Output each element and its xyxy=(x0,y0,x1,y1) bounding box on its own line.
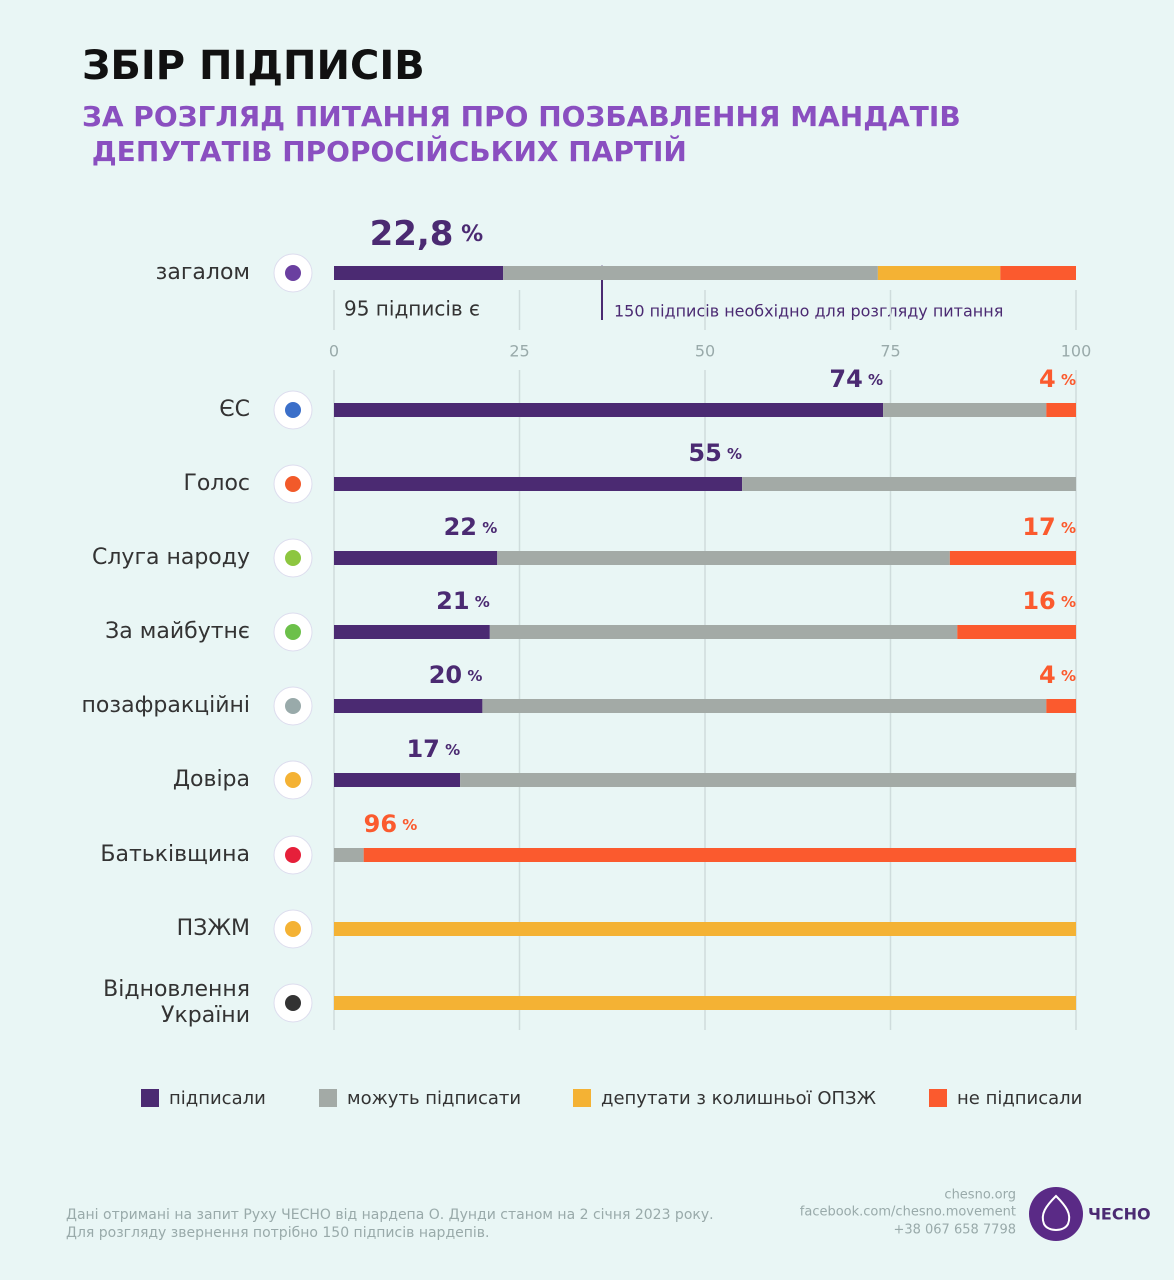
bar-segment xyxy=(334,996,1076,1010)
bar-segment xyxy=(334,551,498,565)
value-label: 20 % xyxy=(429,661,483,689)
bar-segment xyxy=(334,625,490,639)
value-label: 4 % xyxy=(1039,661,1076,689)
bar-segment xyxy=(1000,266,1076,280)
party-icon-mark xyxy=(285,624,301,640)
bar-segment xyxy=(497,551,950,565)
bar-segment xyxy=(883,403,1047,417)
annotation: 150 підписів необхідно для розгляду пита… xyxy=(614,302,1003,321)
category-label: ЄС xyxy=(219,397,250,422)
bar-segment xyxy=(460,773,1076,787)
party-icon-mark xyxy=(285,550,301,566)
x-tick-label: 0 xyxy=(329,342,339,361)
contact: +38 067 658 7798 xyxy=(893,1223,1016,1238)
bar-segment xyxy=(363,848,1076,862)
party-icon-mark xyxy=(285,921,301,937)
contact: chesno.org xyxy=(944,1188,1016,1203)
x-tick-label: 100 xyxy=(1061,342,1092,361)
bar-segment xyxy=(334,266,504,280)
value-label: 17 % xyxy=(406,735,460,763)
logo-text: ЧЕСНО xyxy=(1088,1205,1151,1224)
category-label: Батьківщина xyxy=(100,842,250,867)
logo-icon xyxy=(1041,1194,1071,1231)
x-tick-label: 75 xyxy=(880,342,900,361)
value-label: 74 % xyxy=(829,365,883,393)
bar-segment xyxy=(334,403,884,417)
category-label: Слуга народу xyxy=(92,545,250,570)
bar-segment xyxy=(957,625,1076,639)
contact: facebook.com/chesno.movement xyxy=(800,1205,1016,1220)
bar-segment xyxy=(949,551,1076,565)
bar-segment xyxy=(1046,699,1076,713)
footer-note: Для розгляду звернення потрібно 150 підп… xyxy=(66,1225,489,1241)
category-label: Голос xyxy=(184,471,251,496)
party-icon-mark xyxy=(285,402,301,418)
bar-segment xyxy=(334,477,743,491)
category-label: Довіра xyxy=(173,767,250,792)
party-icon-mark xyxy=(285,847,301,863)
footer-note: Дані отримані на запит Руху ЧЕСНО від на… xyxy=(66,1207,714,1223)
category-label: Відновлення України xyxy=(103,977,250,1028)
value-label: 4 % xyxy=(1039,365,1076,393)
chart-title: ЗБІР ПІДПИСІВ xyxy=(82,43,425,89)
legend-label: депутати з колишньої ОПЗЖ xyxy=(601,1088,877,1109)
logo-circle xyxy=(1029,1187,1083,1241)
value-label: 96 % xyxy=(364,810,418,838)
value-label: 21 % xyxy=(436,587,490,615)
category-label: За майбутнє xyxy=(105,619,250,644)
value-label: 22,8 % xyxy=(370,214,484,254)
legend-label: підписали xyxy=(169,1088,266,1109)
bar-segment xyxy=(503,266,878,280)
value-label: 22 % xyxy=(444,513,498,541)
value-label: 16 % xyxy=(1022,587,1076,615)
x-tick-label: 25 xyxy=(509,342,529,361)
value-label: 17 % xyxy=(1022,513,1076,541)
party-icon-mark xyxy=(285,995,301,1011)
party-icon-mark xyxy=(285,698,301,714)
bar-segment xyxy=(334,848,364,862)
chart-subtitle: ЗА РОЗГЛЯД ПИТАННЯ ПРО ПОЗБАВЛЕННЯ МАНДА… xyxy=(82,100,961,168)
legend-label: можуть підписати xyxy=(347,1088,521,1109)
annotation: 95 підписів є xyxy=(344,297,480,321)
legend-swatch xyxy=(929,1089,947,1107)
bar-segment xyxy=(1046,403,1076,417)
party-icon-mark xyxy=(285,476,301,492)
party-icon-mark xyxy=(285,265,301,281)
legend-swatch xyxy=(573,1089,591,1107)
value-label: 55 % xyxy=(688,439,742,467)
bar-segment xyxy=(334,699,483,713)
category-label: позафракційні xyxy=(82,693,250,718)
bar-segment xyxy=(482,699,1047,713)
bar-segment xyxy=(334,773,461,787)
category-label: ПЗЖМ xyxy=(177,916,250,941)
bar-segment xyxy=(489,625,958,639)
party-icon-mark xyxy=(285,772,301,788)
x-tick-label: 50 xyxy=(695,342,715,361)
legend-swatch xyxy=(141,1089,159,1107)
bar-segment xyxy=(742,477,1076,491)
legend-swatch xyxy=(319,1089,337,1107)
bar-segment xyxy=(334,922,1076,936)
category-label: загалом xyxy=(156,260,250,285)
legend-label: не підписали xyxy=(957,1088,1082,1109)
bar-segment xyxy=(877,266,1001,280)
